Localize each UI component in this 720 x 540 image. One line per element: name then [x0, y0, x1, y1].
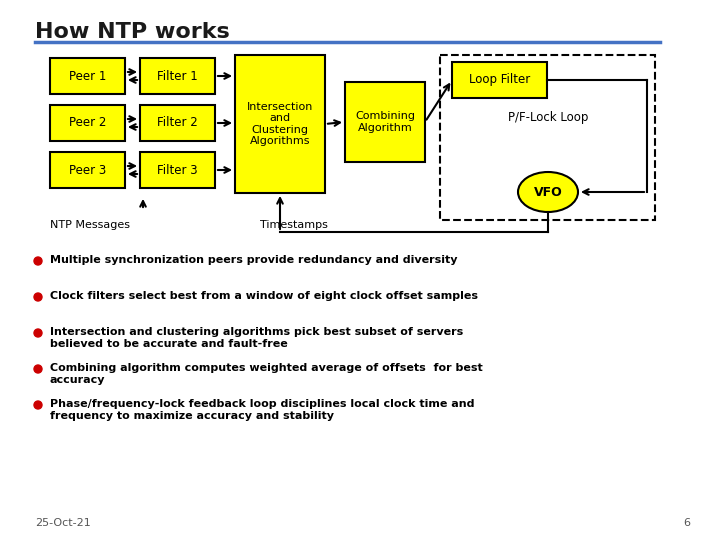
FancyBboxPatch shape — [235, 55, 325, 193]
Text: Combining algorithm computes weighted average of offsets  for best
accuracy: Combining algorithm computes weighted av… — [50, 363, 482, 384]
Text: 25-Oct-21: 25-Oct-21 — [35, 518, 91, 528]
Text: Clock filters select best from a window of eight clock offset samples: Clock filters select best from a window … — [50, 291, 478, 301]
Text: 6: 6 — [683, 518, 690, 528]
FancyBboxPatch shape — [140, 105, 215, 141]
Text: Timestamps: Timestamps — [260, 220, 328, 230]
Circle shape — [34, 365, 42, 373]
Circle shape — [34, 329, 42, 337]
Text: Peer 1: Peer 1 — [69, 70, 106, 83]
Text: Peer 3: Peer 3 — [69, 164, 106, 177]
Text: Combining
Algorithm: Combining Algorithm — [355, 111, 415, 133]
FancyBboxPatch shape — [50, 105, 125, 141]
FancyBboxPatch shape — [452, 62, 547, 98]
Text: P/F-Lock Loop: P/F-Lock Loop — [508, 111, 588, 125]
Circle shape — [34, 293, 42, 301]
Text: Multiple synchronization peers provide redundancy and diversity: Multiple synchronization peers provide r… — [50, 255, 457, 265]
Ellipse shape — [518, 172, 578, 212]
FancyBboxPatch shape — [345, 82, 425, 162]
Text: VFO: VFO — [534, 186, 562, 199]
FancyBboxPatch shape — [50, 58, 125, 94]
Text: Intersection
and
Clustering
Algorithms: Intersection and Clustering Algorithms — [247, 102, 313, 146]
FancyBboxPatch shape — [140, 58, 215, 94]
Text: NTP Messages: NTP Messages — [50, 220, 130, 230]
Text: Phase/frequency-lock feedback loop disciplines local clock time and
frequency to: Phase/frequency-lock feedback loop disci… — [50, 399, 474, 421]
Text: Filter 2: Filter 2 — [157, 117, 198, 130]
Text: Intersection and clustering algorithms pick best subset of servers
believed to b: Intersection and clustering algorithms p… — [50, 327, 463, 349]
Text: Peer 2: Peer 2 — [69, 117, 106, 130]
Text: Filter 3: Filter 3 — [157, 164, 198, 177]
FancyBboxPatch shape — [50, 152, 125, 188]
FancyBboxPatch shape — [140, 152, 215, 188]
Circle shape — [34, 401, 42, 409]
Circle shape — [34, 257, 42, 265]
Text: How NTP works: How NTP works — [35, 22, 230, 42]
Text: Filter 1: Filter 1 — [157, 70, 198, 83]
Text: Loop Filter: Loop Filter — [469, 73, 530, 86]
